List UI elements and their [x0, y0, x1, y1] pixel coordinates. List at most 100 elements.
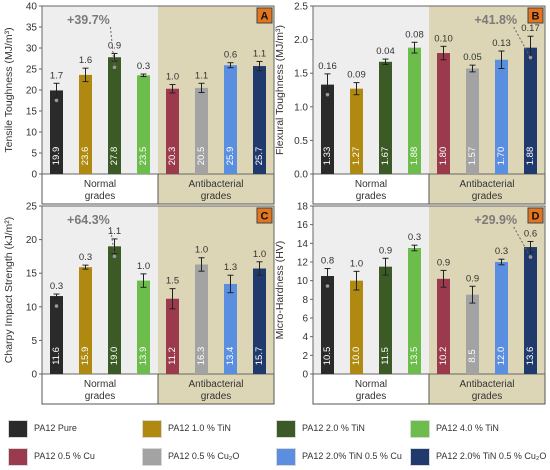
legend-label: PA12 0.5 % Cu₂O: [168, 451, 240, 461]
legend-swatch: [8, 448, 28, 466]
bar: [466, 294, 479, 374]
y-tick-label: 25: [26, 202, 38, 213]
error-value-label: 1.0: [253, 249, 266, 260]
bar: [437, 278, 450, 374]
error-value-label: 0.13: [492, 38, 511, 49]
improvement-label: +39.7%: [67, 13, 110, 27]
error-value-label: 0.09: [347, 70, 366, 81]
y-axis-label: Tensile Toughness (MJ/m³): [3, 27, 15, 152]
bar-value-label: 25.7: [254, 147, 265, 166]
bar-value-label: 19.9: [51, 147, 62, 166]
y-tick-label: 4: [302, 332, 308, 343]
panel-tag-box: [256, 7, 273, 24]
antibacterial-grades-label-box: [157, 173, 275, 205]
baseline-marker: [54, 98, 59, 103]
y-tick-label: 1.0: [294, 102, 308, 113]
chart-panel-d: NormalgradesAntibacterialgrades024681012…: [274, 202, 546, 405]
bar: [195, 264, 208, 374]
improvement-marker: [528, 255, 533, 259]
panel-tag-letter: A: [261, 11, 269, 23]
error-value-label: 1.6: [79, 55, 92, 66]
bar: [495, 262, 508, 374]
bar: [166, 88, 179, 174]
bar-value-label: 13.9: [138, 347, 149, 366]
error-value-label: 0.3: [495, 246, 508, 257]
bar-value-label: 1.70: [496, 147, 507, 166]
improvement-label: +29.9%: [474, 213, 517, 227]
y-tick-label: 5: [31, 336, 37, 347]
group-label-antibacterial-line1: Antibacterial: [459, 179, 514, 190]
group-label-antibacterial-line1: Antibacterial: [459, 379, 514, 390]
y-tick-label: 12: [297, 258, 309, 269]
error-value-label: 0.9: [437, 257, 450, 268]
group-label-antibacterial-line2: grades: [201, 191, 232, 202]
bar-value-label: 20.3: [167, 147, 178, 166]
bar: [50, 90, 63, 174]
panel-tag-box: [527, 7, 544, 24]
bar: [166, 298, 179, 374]
baseline-marker: [325, 92, 330, 97]
bar: [408, 248, 421, 374]
panel-tag-box: [256, 207, 273, 224]
error-value-label: 0.6: [524, 228, 537, 239]
group-label-normal-line1: Normal: [355, 379, 387, 390]
legend-label: PA12 0.5 % Cu: [34, 451, 95, 461]
bar-value-label: 23.5: [138, 147, 149, 166]
improvement-connector: [513, 26, 531, 58]
y-tick-label: 0: [31, 370, 37, 381]
bar-value-label: 1.27: [351, 147, 362, 166]
bar: [253, 66, 266, 174]
error-value-label: 0.6: [224, 50, 237, 61]
y-tick-label: 0: [302, 370, 308, 381]
error-value-label: 0.3: [50, 281, 63, 292]
bar-value-label: 10.2: [438, 347, 449, 366]
bar-value-label: 13.6: [525, 347, 536, 366]
error-value-label: 0.04: [376, 46, 395, 57]
baseline-marker: [54, 304, 59, 308]
bar: [350, 88, 363, 174]
improvement-label: +64.3%: [67, 213, 110, 227]
antibacterial-grades-label-box: [428, 373, 546, 405]
bar: [108, 246, 121, 374]
bar: [466, 68, 479, 174]
bar: [321, 84, 334, 174]
group-label-normal-line1: Normal: [84, 179, 116, 190]
bar-value-label: 15.7: [254, 347, 265, 366]
error-value-label: 0.10: [434, 33, 453, 44]
panel-tag-letter: B: [532, 11, 540, 23]
legend-label: PA12 2.0% TiN 0.5 % Cu: [302, 451, 402, 461]
error-value-label: 1.0: [166, 72, 179, 83]
legend-swatch: [276, 448, 296, 466]
group-label-normal-line2: grades: [356, 191, 387, 202]
y-tick-label: 8: [302, 295, 308, 306]
bar-value-label: 19.0: [109, 347, 120, 366]
bar-value-label: 11.6: [51, 347, 62, 365]
improvement-marker: [112, 254, 117, 259]
group-label-normal-line1: Normal: [355, 179, 387, 190]
bar-value-label: 23.6: [80, 147, 91, 166]
bar: [408, 47, 421, 174]
y-tick-label: 10: [26, 302, 38, 313]
group-label-antibacterial-line1: Antibacterial: [188, 179, 243, 190]
error-value-label: 0.3: [408, 232, 421, 243]
chart-panel-a: NormalgradesAntibacterialgrades051015202…: [3, 2, 275, 205]
bar-value-label: 13.5: [409, 347, 420, 366]
normal-grades-label-box: [41, 373, 159, 405]
normal-grades-label-box: [41, 173, 159, 205]
plot-frame: [312, 5, 546, 175]
plot-frame: [312, 205, 546, 375]
error-value-label: 1.1: [195, 70, 208, 81]
y-tick-label: 1.5: [294, 69, 308, 80]
panel-tag-box: [527, 207, 544, 224]
bar-value-label: 11.5: [380, 347, 391, 365]
error-value-label: 0.9: [108, 40, 121, 51]
legend-label: PA12 2.0 % TiN: [302, 423, 365, 433]
y-axis-label: Flexural Toughness (MJ/m³): [274, 25, 286, 155]
antibacterial-grades-label-box: [428, 173, 546, 205]
y-tick-label: 16: [297, 220, 309, 231]
plot-frame: [41, 205, 275, 375]
y-tick-label: 15: [26, 269, 38, 280]
legend-swatch: [142, 420, 162, 438]
improvement-connector: [109, 226, 115, 257]
panel-tag-letter: D: [532, 211, 540, 223]
